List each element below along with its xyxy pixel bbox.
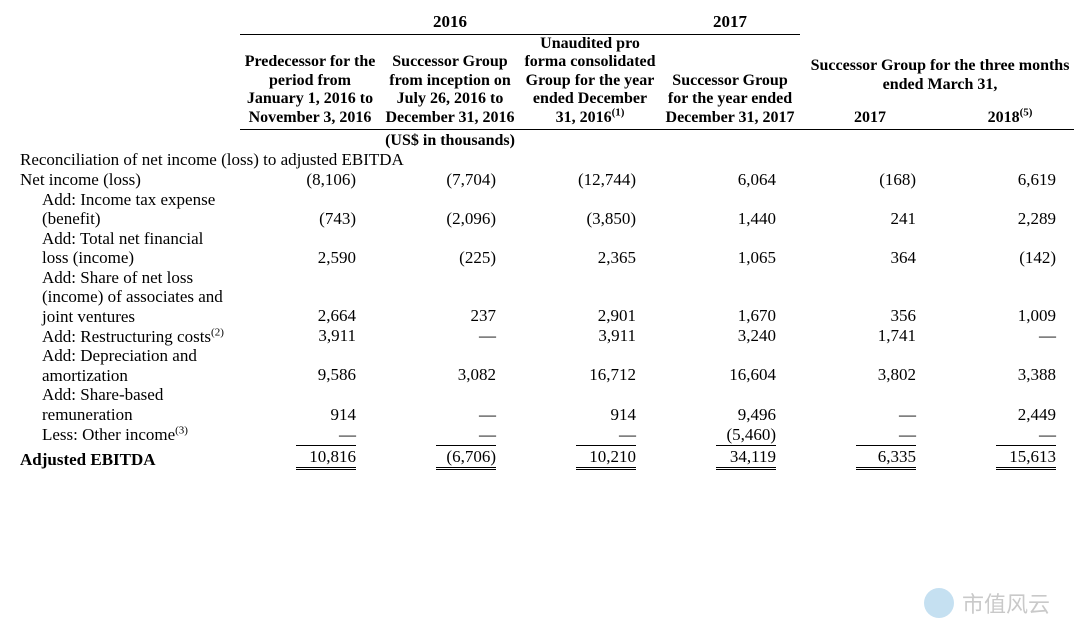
num-cell: (743) xyxy=(240,190,380,229)
table-row: Add: Share of net loss (income) of assoc… xyxy=(20,268,1074,327)
col-head-5: 2017 xyxy=(800,96,940,129)
col-head-1: Predecessor for the period from January … xyxy=(240,35,380,130)
col-head-6: 2018(5) xyxy=(940,96,1074,129)
num-cell: 3,911 xyxy=(520,326,660,346)
col-head-3: Unaudited pro forma consolidated Group f… xyxy=(520,35,660,130)
num-cell: 3,388 xyxy=(940,346,1074,385)
num-cell: (3,850) xyxy=(520,190,660,229)
table-row: Less: Other income(3)———(5,460)—— xyxy=(20,425,1074,445)
num-cell: 6,619 xyxy=(940,170,1074,190)
num-cell: — xyxy=(380,385,520,424)
watermark-text: 市值风云 xyxy=(962,587,1050,619)
num-cell: 237 xyxy=(380,268,520,327)
total-row: Adjusted EBITDA 10,816 (6,706) 10,210 34… xyxy=(20,445,1074,470)
num-cell: 356 xyxy=(800,268,940,327)
num-cell: — xyxy=(380,326,520,346)
num-cell: 2,449 xyxy=(940,385,1074,424)
num-cell: 364 xyxy=(800,229,940,268)
table-row: Add: Restructuring costs(2)3,911—3,9113,… xyxy=(20,326,1074,346)
num-cell: 2,901 xyxy=(520,268,660,327)
table-row: Add: Income tax expense (benefit)(743)(2… xyxy=(20,190,1074,229)
num-cell: 1,065 xyxy=(660,229,800,268)
num-cell: — xyxy=(380,425,520,445)
col-head-4: Successor Group for the year ended Decem… xyxy=(660,35,800,130)
num-cell: (5,460) xyxy=(660,425,800,445)
units-row: (US$ in thousands) xyxy=(20,129,1074,150)
num-cell: (168) xyxy=(800,170,940,190)
section-title: Reconciliation of net income (loss) to a… xyxy=(20,150,1074,170)
num-cell: 241 xyxy=(800,190,940,229)
num-cell: 3,802 xyxy=(800,346,940,385)
num-cell: 6,064 xyxy=(660,170,800,190)
row-label: Net income (loss) xyxy=(20,170,240,190)
num-cell: (2,096) xyxy=(380,190,520,229)
num-cell: 914 xyxy=(240,385,380,424)
row-label: Add: Share-based remuneration xyxy=(20,385,240,424)
num-cell: 3,911 xyxy=(240,326,380,346)
year-span-row: 2016 2017 xyxy=(20,12,1074,35)
col-head-2: Successor Group from inception on July 2… xyxy=(380,35,520,130)
year-span-2016: 2016 xyxy=(240,12,660,35)
num-cell: — xyxy=(940,326,1074,346)
table-row: Net income (loss)(8,106)(7,704)(12,744)6… xyxy=(20,170,1074,190)
num-cell: 1,440 xyxy=(660,190,800,229)
watermark: 市值风云 xyxy=(924,587,1050,619)
num-cell: 3,082 xyxy=(380,346,520,385)
num-cell: 1,670 xyxy=(660,268,800,327)
section-title-row: Reconciliation of net income (loss) to a… xyxy=(20,150,1074,170)
num-cell: (142) xyxy=(940,229,1074,268)
num-cell: 2,664 xyxy=(240,268,380,327)
row-label: Add: Income tax expense (benefit) xyxy=(20,190,240,229)
column-headers-row: Predecessor for the period from January … xyxy=(20,35,1074,97)
num-cell: (7,704) xyxy=(380,170,520,190)
table-row: Add: Share-based remuneration914—9149,49… xyxy=(20,385,1074,424)
num-cell: 16,712 xyxy=(520,346,660,385)
total-cell: 6,335 xyxy=(800,445,940,470)
total-cell: (6,706) xyxy=(380,445,520,470)
num-cell: — xyxy=(240,425,380,445)
table-row: Add: Depreciation and amortization9,5863… xyxy=(20,346,1074,385)
col-head-56-top: Successor Group for the three months end… xyxy=(800,35,1074,97)
row-label: Add: Restructuring costs(2) xyxy=(20,326,240,346)
num-cell: 914 xyxy=(520,385,660,424)
total-cell: 10,210 xyxy=(520,445,660,470)
total-cell: 15,613 xyxy=(940,445,1074,470)
num-cell: (8,106) xyxy=(240,170,380,190)
num-cell: — xyxy=(520,425,660,445)
total-label: Adjusted EBITDA xyxy=(20,445,240,470)
num-cell: 2,289 xyxy=(940,190,1074,229)
row-label: Add: Depreciation and amortization xyxy=(20,346,240,385)
num-cell: — xyxy=(800,385,940,424)
num-cell: (12,744) xyxy=(520,170,660,190)
num-cell: 2,590 xyxy=(240,229,380,268)
row-label: Add: Total net financial loss (income) xyxy=(20,229,240,268)
ebitda-reconciliation-table: 2016 2017 Predecessor for the period fro… xyxy=(20,12,1074,470)
num-cell: (225) xyxy=(380,229,520,268)
units-label: (US$ in thousands) xyxy=(240,129,660,150)
num-cell: 1,741 xyxy=(800,326,940,346)
total-cell: 34,119 xyxy=(660,445,800,470)
row-label: Add: Share of net loss (income) of assoc… xyxy=(20,268,240,327)
table-row: Add: Total net financial loss (income)2,… xyxy=(20,229,1074,268)
num-cell: 9,586 xyxy=(240,346,380,385)
num-cell: 3,240 xyxy=(660,326,800,346)
row-label: Less: Other income(3) xyxy=(20,425,240,445)
total-cell: 10,816 xyxy=(240,445,380,470)
num-cell: 16,604 xyxy=(660,346,800,385)
num-cell: — xyxy=(940,425,1074,445)
watermark-logo-icon xyxy=(924,588,954,618)
num-cell: 1,009 xyxy=(940,268,1074,327)
num-cell: 2,365 xyxy=(520,229,660,268)
year-span-2017: 2017 xyxy=(660,12,800,35)
num-cell: — xyxy=(800,425,940,445)
num-cell: 9,496 xyxy=(660,385,800,424)
